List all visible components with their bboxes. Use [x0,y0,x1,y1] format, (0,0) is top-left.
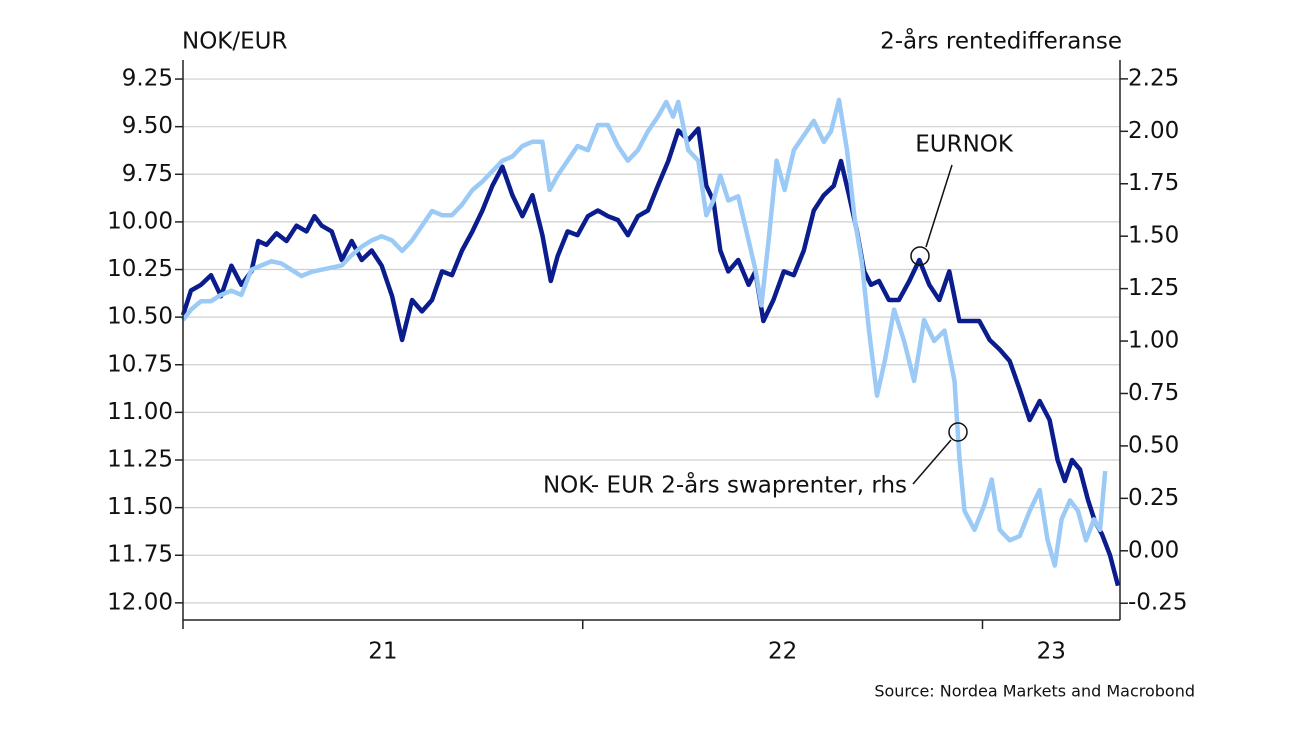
y2-tick-label: 1.00 [1128,328,1179,354]
y2-tick-label: -0.25 [1128,590,1188,616]
y-tick-label: 10.00 [107,208,173,234]
y-tick-label: 10.75 [107,351,173,377]
lines [180,97,1121,587]
annotation: EURNOK [915,132,1014,158]
y2-tick-label: 1.50 [1128,223,1179,249]
y2-tick-label: 2.25 [1128,65,1179,91]
y2-tick-label: 1.25 [1128,275,1179,301]
y-tick-label: 10.25 [107,256,173,282]
y-tick-label: 9.25 [122,66,173,92]
y-tick-label: 12.00 [107,589,173,615]
y-tick-label: 10.50 [107,304,173,330]
y-axis-label: NOK/EUR [182,29,288,55]
y-tick-label: 11.00 [107,399,173,425]
x-tick-label: 23 [1037,639,1066,665]
annotation-leader [925,164,953,248]
y-tick-label: 9.50 [122,113,173,139]
y2-tick-label: 0.75 [1128,380,1179,406]
y2-tick-label: 1.75 [1128,170,1179,196]
y2-axis-label: 2-års rentedifferanse [880,27,1122,55]
y2-tick-label: 0.25 [1128,485,1179,511]
x-tick-label: 22 [768,639,797,665]
annotation: NOK- EUR 2-års swaprenter, rhs [543,471,907,499]
y-tick-label: 11.50 [107,494,173,520]
y2-tick-label: 0.50 [1128,432,1179,458]
series-line [181,97,1108,568]
annotation-leader [912,439,952,485]
y2-tick-label: 2.00 [1128,118,1179,144]
annotation-circle [910,246,930,266]
y-tick-label: 9.75 [122,161,173,187]
grid [183,78,1120,604]
series-line [180,126,1121,587]
source: Source: Nordea Markets and Macrobond [874,682,1195,701]
x-tick-label: 21 [368,639,397,665]
annotation-circle [948,422,968,442]
y-tick-label: 11.75 [107,542,173,568]
y-tick-label: 11.25 [107,447,173,473]
y2-tick-label: 0.00 [1128,537,1179,563]
